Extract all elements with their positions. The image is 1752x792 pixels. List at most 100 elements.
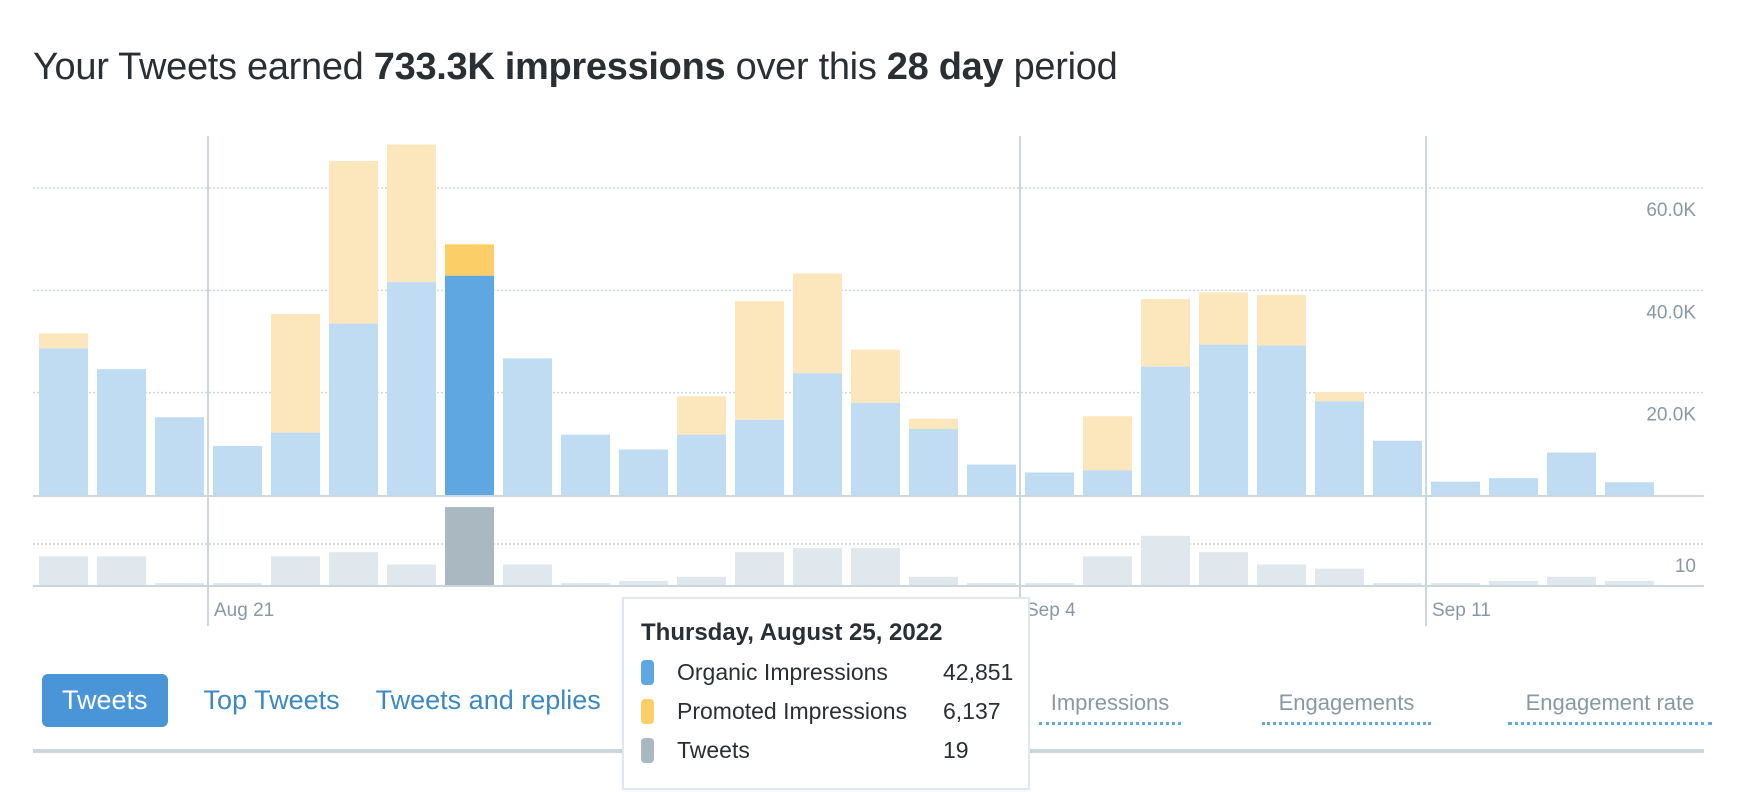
tweets-bar [967, 583, 1016, 585]
metric-impressions[interactable]: Impressions [1039, 690, 1181, 725]
x-tick-label: Sep 11 [1432, 600, 1491, 621]
promoted-bar [271, 313, 320, 433]
tooltip-label: Organic Impressions [677, 659, 888, 685]
metric-engagement-rate[interactable]: Engagement rate [1508, 690, 1712, 725]
organic-bar [909, 428, 958, 495]
promoted-bar [677, 396, 726, 435]
tooltip-value: 6,137 [943, 698, 1001, 724]
tab-top-tweets[interactable]: Top Tweets [203, 685, 340, 715]
promoted-bar [851, 349, 900, 403]
tweets-bar [39, 556, 88, 585]
organic-bar [97, 369, 146, 495]
tweets-bar [503, 564, 552, 585]
tweets-bar [909, 576, 958, 585]
tweets-bar [619, 580, 668, 585]
organic-swatch-icon [641, 660, 654, 685]
promoted-bar [735, 301, 784, 420]
tooltip-value: 19 [943, 737, 969, 763]
impressions-chart: 20.0K 40.0K 60.0K 10 Aug 21 Sep 4 Sep 11 [33, 136, 1704, 626]
organic-bar [1083, 470, 1132, 495]
promoted-bar [1141, 299, 1190, 367]
organic-bar [155, 417, 204, 495]
tweets-bar [735, 552, 784, 585]
organic-bar [1315, 401, 1364, 495]
tweets-bar [1373, 583, 1422, 585]
tooltip-row-promoted: Promoted Impressions 6,137 [641, 696, 1021, 726]
tweets-bar [1315, 568, 1364, 585]
organic-bar [1605, 482, 1654, 495]
organic-bar [1489, 478, 1538, 495]
promoted-bar [1257, 294, 1306, 346]
organic-bar [1257, 345, 1306, 495]
tweets-bar [1257, 564, 1306, 585]
promoted-bar [1083, 416, 1132, 471]
organic-bar [445, 275, 494, 495]
tweets-bar [1431, 583, 1480, 585]
organic-bar [793, 373, 842, 495]
tweets-bar [1199, 552, 1248, 585]
tweets-bar [677, 576, 726, 585]
tweets-bar [851, 548, 900, 585]
tooltip-value: 42,851 [943, 659, 1014, 685]
organic-bar [39, 348, 88, 495]
title-suffix: period [1013, 46, 1118, 88]
organic-bar [677, 434, 726, 495]
organic-bar [387, 282, 436, 495]
tweets-bar [793, 548, 842, 585]
organic-bar [213, 445, 262, 495]
tweets-swatch-icon [641, 738, 654, 763]
title-middle: over this [735, 46, 877, 88]
tweets-bar [445, 507, 494, 585]
title-prefix: Your Tweets earned [33, 46, 364, 88]
organic-bar [1373, 440, 1422, 495]
organic-bar [619, 449, 668, 495]
promoted-bar [387, 144, 436, 283]
organic-bar [329, 323, 378, 495]
organic-bar [735, 419, 784, 495]
y-tick-label: 60.0K [1646, 200, 1696, 221]
organic-bar [1547, 452, 1596, 495]
tweets-y-tick-label: 10 [1675, 556, 1696, 577]
promoted-bar [1199, 292, 1248, 345]
tab-tweets-and-replies[interactable]: Tweets and replies [375, 685, 601, 715]
organic-bar [1141, 366, 1190, 495]
organic-bar [851, 402, 900, 495]
tweets-bar [97, 556, 146, 585]
tweet-tabs: Tweets Top Tweets Tweets and replies [42, 674, 637, 727]
tooltip-row-organic: Organic Impressions 42,851 [641, 657, 1021, 687]
tweets-bar [1141, 535, 1190, 585]
organic-bar [561, 434, 610, 495]
title-period: 28 day [886, 46, 1004, 88]
organic-bar [1431, 481, 1480, 495]
x-tick-label: Aug 21 [214, 600, 274, 621]
y-tick-label: 40.0K [1646, 302, 1696, 323]
tweets-bar [1083, 556, 1132, 585]
tweets-bar [1547, 576, 1596, 585]
organic-bar [271, 432, 320, 495]
tooltip-label: Promoted Impressions [677, 698, 908, 724]
promoted-swatch-icon [641, 699, 654, 724]
tweets-bar [1025, 583, 1074, 585]
tab-tweets[interactable]: Tweets [42, 674, 168, 727]
page-title: Your Tweets earned 733.3K impressions ov… [33, 46, 1118, 89]
tooltip-title: Thursday, August 25, 2022 [641, 619, 943, 646]
tweets-bar [1605, 580, 1654, 585]
tweets-bar [329, 552, 378, 585]
organic-bar [1025, 472, 1074, 495]
promoted-bar [329, 160, 378, 324]
organic-bar [1199, 344, 1248, 495]
y-tick-label: 20.0K [1646, 405, 1696, 426]
tooltip-row-tweets: Tweets 19 [641, 735, 1021, 765]
promoted-bar [445, 244, 494, 276]
metric-engagements[interactable]: Engagements [1262, 690, 1431, 725]
tooltip-label: Tweets [677, 737, 750, 763]
title-impressions: 733.3K impressions [373, 46, 726, 88]
organic-bar [967, 464, 1016, 495]
tweets-bar [1489, 580, 1538, 585]
tweets-bar [561, 583, 610, 585]
tweets-bar [271, 556, 320, 585]
tweets-bar [387, 564, 436, 585]
promoted-bar [909, 418, 958, 429]
chart-tooltip: Thursday, August 25, 2022 Organic Impres… [622, 597, 1030, 790]
tweets-bar [155, 583, 204, 585]
